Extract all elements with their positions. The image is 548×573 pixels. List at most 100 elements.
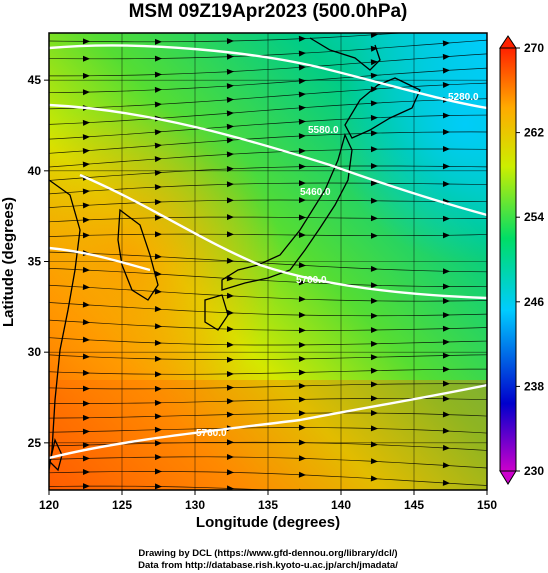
contour-label-5760: 5760.0	[196, 428, 227, 439]
flow-arrowhead	[82, 442, 90, 449]
x-axis-ticks: 120 125 130 135 140 145 150	[39, 490, 497, 512]
flow-arrowhead	[226, 370, 234, 377]
x-tick-label: 140	[331, 498, 351, 512]
flow-arrowhead	[298, 133, 306, 140]
flow-arrowhead	[82, 301, 90, 308]
flow-arrowhead	[226, 341, 234, 348]
flow-arrowhead	[82, 72, 90, 79]
flow-arrowhead	[226, 214, 234, 221]
flow-arrowhead	[370, 282, 378, 289]
flow-arrowhead	[154, 483, 162, 490]
flow-arrowhead	[370, 395, 378, 402]
flow-arrowhead	[370, 130, 378, 137]
flow-arrowhead	[154, 71, 162, 78]
flow-arrowhead	[226, 151, 234, 158]
flow-arrowhead	[154, 142, 162, 149]
flow-arrowhead	[442, 81, 450, 88]
x-tick-label: 130	[185, 498, 205, 512]
flow-arrowhead	[226, 197, 234, 204]
streamline	[49, 148, 487, 168]
streamline	[49, 165, 487, 181]
x-tick-label: 135	[258, 498, 278, 512]
contour-extra	[49, 246, 151, 272]
flow-arrowhead	[226, 38, 234, 45]
flow-arrowhead	[154, 184, 162, 191]
flow-arrowhead	[442, 479, 450, 486]
flow-arrowhead	[226, 165, 234, 172]
flow-arrowhead	[370, 265, 378, 272]
contour-label-5460: 5460.0	[300, 187, 331, 198]
contour-label-5280: 5280.0	[448, 92, 479, 103]
flow-arrowhead	[298, 91, 306, 98]
flow-arrowhead	[226, 439, 234, 446]
colorbar-tick-label: 246	[524, 295, 544, 309]
flow-arrowhead	[154, 169, 162, 176]
flow-arrowhead	[298, 396, 306, 403]
flow-arrowhead	[298, 312, 306, 319]
streamline	[49, 67, 487, 94]
flow-arrowhead	[442, 352, 450, 359]
flow-arrowhead	[370, 59, 378, 66]
flow-arrowhead	[154, 270, 162, 277]
flow-arrowhead	[442, 283, 450, 290]
streamline	[49, 319, 487, 331]
flow-arrowhead	[82, 336, 90, 343]
contour-5460	[49, 103, 487, 217]
y-tick-label: 25	[28, 436, 42, 450]
flow-arrowhead	[154, 214, 162, 221]
flow-arrowhead	[371, 493, 378, 499]
flow-arrowhead	[298, 50, 306, 57]
flow-arrowhead	[442, 145, 450, 152]
flow-arrowhead	[154, 253, 162, 260]
flow-arrowhead	[154, 454, 162, 461]
streamline	[49, 354, 487, 361]
flow-arrowhead	[442, 366, 450, 373]
flow-arrowhead	[370, 297, 378, 304]
x-tick-label: 145	[404, 498, 424, 512]
colorbar: 230 238 246 254 262 270	[499, 35, 544, 485]
flow-arrowhead	[226, 181, 234, 188]
contour-labels: 5700.0 5760.0 5580.0 5460.0 5280.0	[196, 92, 479, 439]
flow-arrowhead	[298, 296, 306, 303]
flow-arrowhead	[370, 45, 378, 52]
flow-arrowhead	[226, 384, 234, 391]
flow-arrowhead	[298, 455, 306, 462]
flow-arrowhead	[154, 339, 162, 346]
flow-arrowhead	[442, 163, 450, 170]
colorbar-body	[499, 47, 517, 472]
flow-arrowhead	[370, 114, 378, 121]
flow-arrowhead	[442, 112, 450, 119]
flow-arrowhead	[154, 355, 162, 362]
flow-arrowhead	[370, 475, 378, 482]
flow-arrowhead	[298, 232, 306, 239]
flow-arrowhead	[370, 180, 378, 187]
flow-arrowhead	[154, 399, 162, 406]
colorbar-ticks: 230 238 246 254 262 270	[516, 41, 544, 478]
y-axis-ticks: 25 30 35 40 45	[28, 73, 49, 450]
flow-arrowhead	[442, 215, 450, 222]
flow-arrowhead	[226, 123, 234, 130]
colorbar-tick-label: 254	[524, 210, 544, 224]
streamline	[49, 182, 487, 195]
flow-arrowhead	[442, 325, 450, 332]
flow-arrowhead	[442, 462, 450, 469]
contour-5700	[79, 173, 487, 300]
flow-arrowhead	[154, 38, 162, 45]
flow-arrowhead	[298, 64, 306, 71]
x-tick-label: 120	[39, 498, 59, 512]
flow-arrowhead	[154, 413, 162, 420]
colorbar-tick-label: 230	[524, 464, 544, 478]
flow-arrowhead	[226, 356, 234, 363]
colorbar-tick-label: 238	[524, 379, 544, 393]
flow-arrowhead	[442, 380, 450, 387]
y-axis-label: Latitude (degrees)	[0, 197, 17, 327]
flow-arrowhead	[82, 38, 90, 45]
flow-arrowhead	[154, 55, 162, 62]
streamline	[49, 456, 487, 469]
korea-coast	[117, 208, 159, 301]
flow-arrowhead	[226, 96, 234, 103]
flow-arrowhead	[370, 100, 378, 107]
map-title: MSM 09Z19Apr2023 (500.0hPa)	[129, 1, 408, 22]
x-tick-label: 125	[112, 498, 132, 512]
